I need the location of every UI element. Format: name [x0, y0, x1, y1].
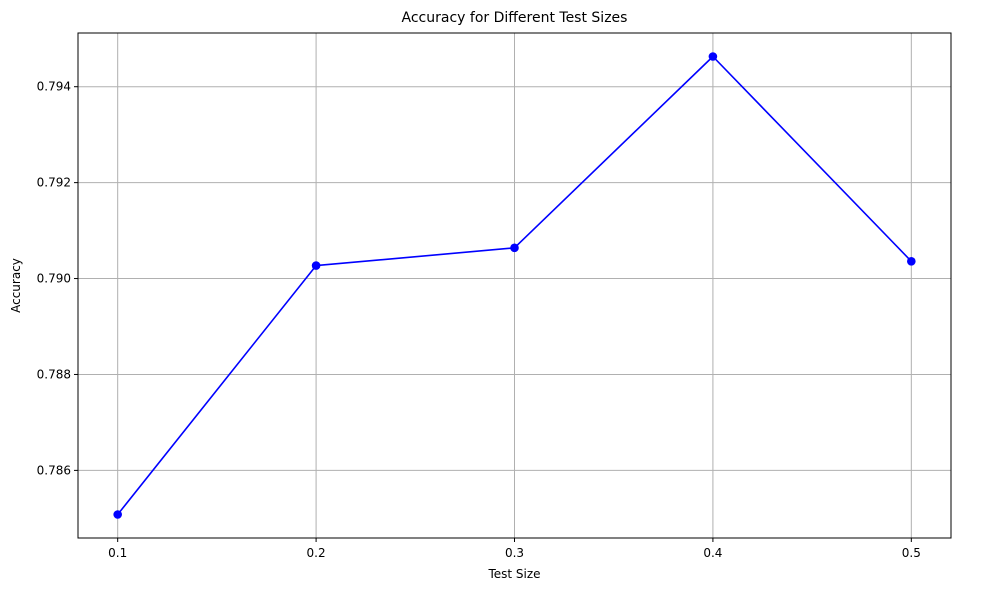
x-axis-ticks: 0.1 0.2 0.3 0.4 0.5 — [108, 538, 921, 560]
x-tick-label: 0.5 — [902, 546, 921, 560]
series-markers — [113, 52, 916, 519]
data-point — [311, 261, 321, 270]
y-axis-label: Accuracy — [9, 258, 23, 313]
x-tick-label: 0.3 — [505, 546, 524, 560]
y-tick-label: 0.792 — [37, 176, 71, 190]
y-tick-label: 0.790 — [37, 272, 71, 286]
data-point — [708, 52, 718, 61]
y-tick-label: 0.786 — [37, 463, 71, 477]
x-tick-label: 0.4 — [703, 546, 722, 560]
data-point — [113, 510, 122, 519]
y-tick-label: 0.788 — [37, 367, 71, 381]
chart-title: Accuracy for Different Test Sizes — [402, 10, 628, 26]
x-tick-label: 0.1 — [108, 546, 127, 560]
grid — [78, 33, 951, 538]
x-tick-label: 0.2 — [307, 546, 326, 560]
data-point — [907, 256, 916, 266]
y-tick-label: 0.794 — [37, 80, 71, 94]
y-axis-ticks: 0.786 0.788 0.790 0.792 0.794 — [37, 80, 78, 477]
data-point — [510, 243, 519, 253]
x-axis-label: Test Size — [487, 567, 540, 581]
